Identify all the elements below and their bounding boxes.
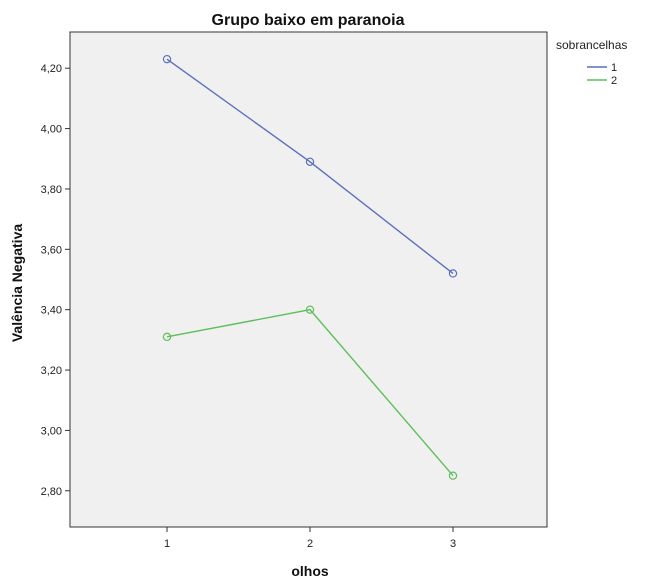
chart-title: Grupo baixo em paranoia: [212, 12, 405, 29]
y-axis: 2,80 3,00 3,20 3,40 3,60 3,80 4,00 4,20: [41, 63, 70, 498]
y-tick-label: 4,20: [41, 63, 62, 75]
x-axis: 1 2 3: [164, 527, 456, 550]
series-1-point: [162, 54, 172, 64]
y-tick-label: 3,00: [41, 425, 62, 437]
series-layer: [162, 54, 458, 480]
y-tick-label: 4,00: [41, 124, 62, 136]
series-2-point: [448, 471, 458, 480]
series-2-point: [305, 305, 315, 314]
x-tick-label: 1: [164, 538, 170, 550]
y-tick-label: 3,60: [41, 244, 62, 256]
series-line-2: [166, 308, 454, 477]
y-tick-label: 3,80: [41, 184, 62, 196]
plot-background: [69, 31, 548, 528]
y-tick-label: 3,20: [41, 365, 62, 377]
legend: 12: [587, 62, 617, 87]
x-tick-label: 3: [450, 538, 456, 550]
y-axis-title: Valência Negativa: [9, 224, 25, 343]
legend-label-2: 2: [611, 75, 617, 87]
legend-title: sobrancelhas: [556, 38, 627, 52]
x-tick-label: 2: [307, 538, 313, 550]
legend-label-1: 1: [611, 62, 617, 74]
y-tick-label: 2,80: [41, 486, 62, 498]
series-1-point: [448, 269, 458, 278]
series-2-point: [162, 332, 172, 342]
y-tick-label: 3,40: [41, 305, 62, 317]
x-axis-title: olhos: [291, 563, 329, 578]
series-1-point: [305, 157, 315, 166]
series-line-1: [166, 58, 454, 275]
